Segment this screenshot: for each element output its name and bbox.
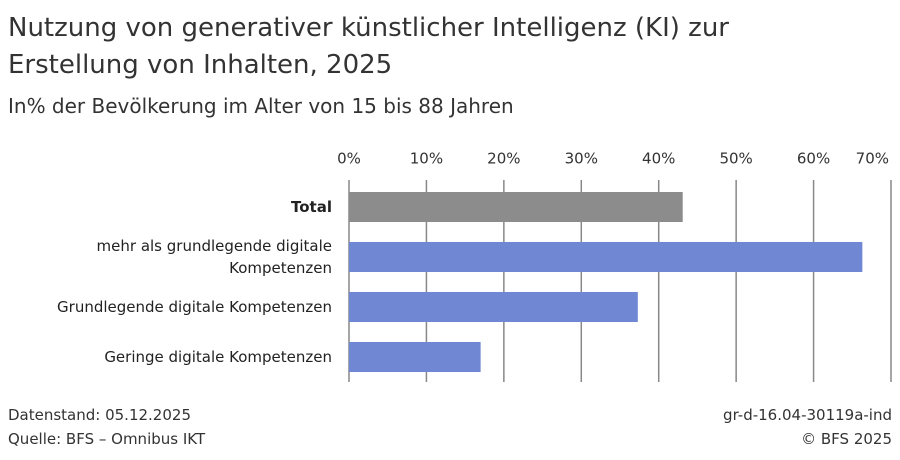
x-tick-label: 30%	[565, 150, 598, 168]
footer-id: gr-d-16.04-30119a-ind	[723, 406, 892, 424]
footer-copyright: © BFS 2025	[801, 430, 892, 448]
bar	[349, 192, 683, 222]
x-tick-label: 40%	[642, 150, 675, 168]
y-tick-label: Geringe digitale Kompetenzen	[104, 348, 332, 366]
bar	[349, 342, 481, 372]
x-tick-label: 70%	[856, 150, 889, 168]
y-tick-label: Total	[291, 198, 332, 216]
footer-date: Datenstand: 05.12.2025	[8, 406, 191, 424]
x-tick-label: 0%	[337, 150, 361, 168]
x-tick-label: 10%	[410, 150, 443, 168]
bar	[349, 242, 863, 272]
y-tick-label: mehr als grundlegende digitale Kompetenz…	[96, 237, 332, 277]
x-tick-label: 50%	[719, 150, 752, 168]
footer-source: Quelle: BFS – Omnibus IKT	[8, 430, 206, 448]
x-tick-label: 60%	[797, 150, 830, 168]
bar	[349, 292, 638, 322]
y-tick-label: Grundlegende digitale Kompetenzen	[57, 298, 332, 316]
chart-subtitle: In% der Bevölkerung im Alter von 15 bis …	[8, 94, 514, 118]
chart-title: Nutzung von generativer künstlicher Inte…	[8, 13, 729, 80]
x-tick-label: 20%	[487, 150, 520, 168]
